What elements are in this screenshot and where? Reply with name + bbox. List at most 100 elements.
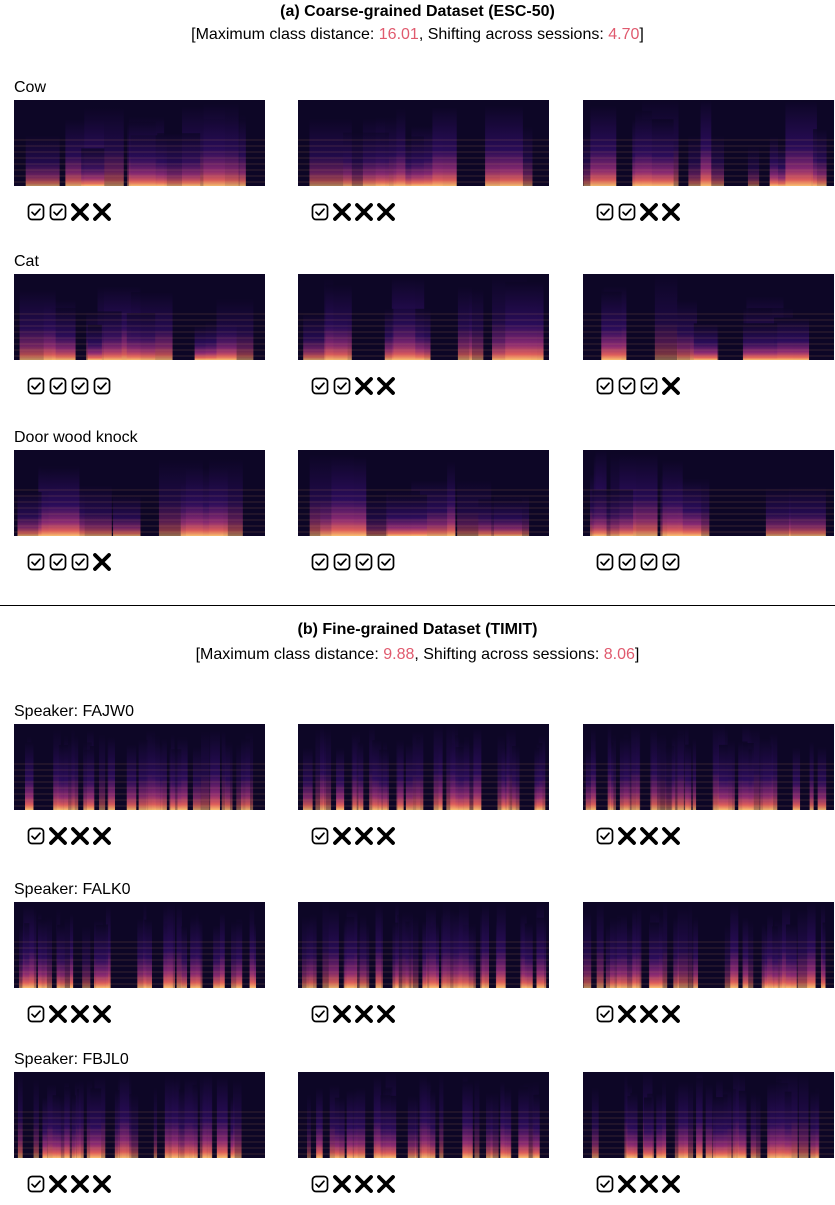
cross <box>357 379 371 393</box>
spectrogram-band <box>310 454 354 536</box>
cross-icon <box>92 826 112 846</box>
check-tick <box>623 383 631 389</box>
cross <box>51 1177 65 1191</box>
cross-icon <box>376 826 396 846</box>
spectrogram-band <box>26 135 60 186</box>
cross <box>664 829 678 843</box>
check-tick <box>623 559 631 565</box>
check-icon <box>595 1174 615 1194</box>
spectrogram-band <box>159 459 203 536</box>
spectrogram-band <box>665 746 674 810</box>
spectrogram-band <box>96 925 104 988</box>
check-box <box>29 829 44 844</box>
cross-icon <box>376 1004 396 1024</box>
check-icon <box>26 376 46 396</box>
check-icon <box>48 202 68 222</box>
cross <box>95 555 109 569</box>
cross <box>642 1007 656 1021</box>
row-label: Speaker: FAJW0 <box>14 702 134 722</box>
cross-icon <box>661 1004 681 1024</box>
check-tick <box>316 1181 324 1187</box>
check-icon <box>26 826 46 846</box>
cross <box>95 829 109 843</box>
spectrogram-band <box>167 903 175 988</box>
spectrogram-band <box>632 909 636 988</box>
cross-icon <box>639 202 659 222</box>
spectrogram-band <box>65 1087 71 1158</box>
spectrogram-band <box>42 1097 47 1158</box>
cross <box>51 1007 65 1021</box>
spectrogram-band <box>774 318 809 360</box>
spectrogram-band <box>38 919 47 988</box>
cross <box>379 1007 393 1021</box>
spectrogram-band <box>706 1084 713 1158</box>
spectrogram-band <box>250 905 255 988</box>
cross <box>73 829 87 843</box>
cross <box>357 829 371 843</box>
check-icon <box>48 552 68 572</box>
check-tick <box>601 1181 609 1187</box>
check-tick <box>316 209 324 215</box>
cross-icon <box>48 826 68 846</box>
spectrogram-band <box>65 918 71 988</box>
cross <box>664 379 678 393</box>
cross-icon <box>48 1004 68 1024</box>
spectrogram-band <box>786 924 797 988</box>
cross <box>357 205 371 219</box>
check-tick <box>316 833 324 839</box>
check-icon <box>617 552 637 572</box>
check-tick <box>601 383 609 389</box>
spectrogram-band <box>222 731 226 810</box>
spectrogram-band <box>748 749 751 810</box>
spectrogram-band <box>380 1095 390 1158</box>
spectrogram-band <box>434 725 443 810</box>
spectrogram-band <box>608 725 612 810</box>
spectrogram-band <box>336 748 344 810</box>
check-box <box>598 555 613 570</box>
check-box <box>357 555 372 570</box>
check-icon <box>332 552 352 572</box>
cross <box>642 1177 656 1191</box>
spectrogram-band <box>181 926 187 988</box>
check-icon <box>639 376 659 396</box>
cross <box>73 1007 87 1021</box>
cross <box>73 1177 87 1191</box>
spectrogram-band <box>583 912 591 988</box>
spectrogram <box>298 450 549 536</box>
subtitle-text: [Maximum class distance: <box>196 646 384 663</box>
spectrogram-band <box>345 917 354 988</box>
check-tick <box>623 209 631 215</box>
check-tick <box>76 383 84 389</box>
check-tick <box>98 383 106 389</box>
check-box <box>51 555 66 570</box>
cross-icon <box>617 826 637 846</box>
check-tick <box>32 1181 40 1187</box>
spectrogram-band <box>393 277 415 360</box>
cross-icon <box>354 376 374 396</box>
check-box <box>620 379 635 394</box>
spectrogram-band <box>439 1074 443 1158</box>
check-tick <box>54 209 62 215</box>
cross-icon <box>332 826 352 846</box>
check-icon <box>595 552 615 572</box>
check-icon <box>639 552 659 572</box>
check-icon <box>595 202 615 222</box>
cross-icon <box>354 826 374 846</box>
spectrogram-band <box>730 904 738 988</box>
spectrogram-band <box>714 727 718 810</box>
spectrogram-band <box>636 725 639 810</box>
check-box <box>335 379 350 394</box>
spectrogram-band <box>537 918 546 988</box>
row-label: Speaker: FBJL0 <box>14 1050 129 1070</box>
spectrogram-band <box>678 1082 688 1158</box>
spectrogram-band <box>203 1074 212 1158</box>
check-box <box>95 379 110 394</box>
spectrogram-band <box>233 1080 242 1158</box>
spectrogram-band <box>193 1085 198 1158</box>
spectrogram-band <box>743 323 777 360</box>
spectrogram-band <box>766 488 791 536</box>
cross <box>664 205 678 219</box>
row-label: Door wood knock <box>14 428 138 448</box>
spectrogram-band <box>789 487 826 536</box>
spectrogram-band <box>650 728 657 810</box>
